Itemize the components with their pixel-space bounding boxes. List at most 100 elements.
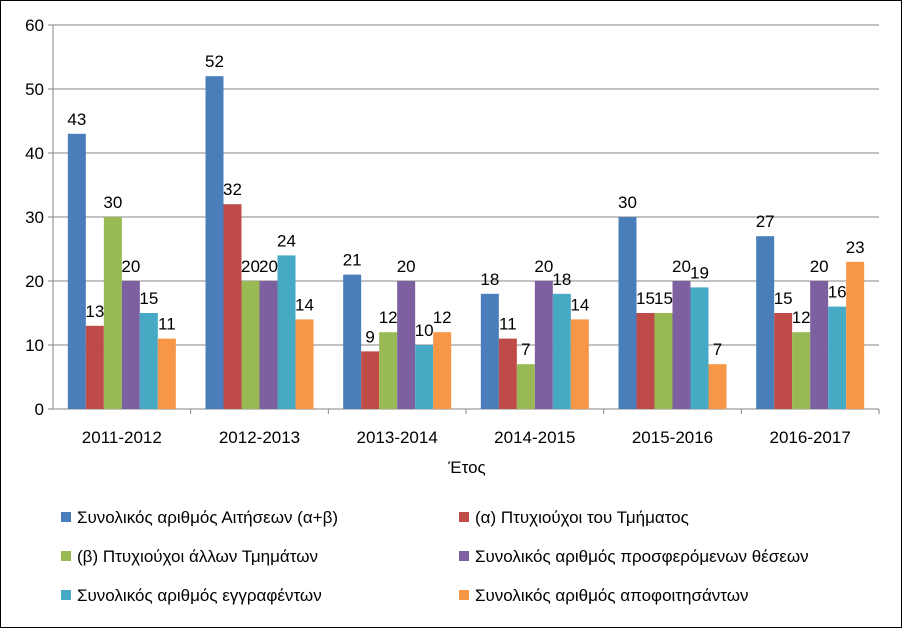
data-label: 32 [223, 180, 242, 199]
y-tick-label: 0 [35, 400, 44, 419]
legend-entry: (β) Πτυχιούχοι άλλων Τμημάτων [77, 547, 318, 566]
bar [433, 332, 452, 409]
data-label: 20 [241, 257, 260, 276]
data-label: 18 [552, 270, 571, 289]
axes [48, 24, 880, 414]
data-label: 10 [415, 321, 434, 340]
bar [157, 338, 176, 409]
bar [223, 204, 242, 409]
x-axis-label: Έτος [447, 458, 485, 477]
bar [690, 287, 709, 409]
bar [259, 281, 278, 409]
bar [516, 364, 535, 409]
data-label: 9 [365, 327, 374, 346]
bar [205, 76, 224, 409]
bar [397, 281, 416, 409]
data-label: 20 [121, 257, 140, 276]
bar [498, 338, 517, 409]
data-label: 30 [103, 193, 122, 212]
legend-swatch [61, 551, 71, 561]
legend-swatch [61, 512, 71, 522]
data-label: 20 [397, 257, 416, 276]
bar [636, 313, 655, 409]
y-tick-label: 60 [25, 16, 44, 35]
bar [139, 313, 158, 409]
data-label: 13 [85, 302, 104, 321]
bar [379, 332, 398, 409]
data-label: 23 [846, 238, 865, 257]
bar [534, 281, 553, 409]
bar [103, 217, 122, 409]
bar [708, 364, 727, 409]
legend-swatch [459, 512, 469, 522]
legend-entry: Συνολικός αριθμός αποφοιτησάντων [475, 586, 749, 605]
data-label: 52 [205, 52, 224, 71]
data-label: 15 [774, 289, 793, 308]
data-label: 27 [756, 212, 775, 231]
y-tick-label: 50 [25, 80, 44, 99]
bar [415, 345, 434, 409]
data-label: 43 [67, 110, 86, 129]
data-label: 7 [521, 340, 530, 359]
x-tick-labels: 2011-2012 2012-2013 2013-2014 2014-2015 2015… [82, 428, 851, 447]
bar [277, 255, 296, 409]
bar [552, 293, 571, 409]
data-label: 7 [713, 340, 722, 359]
bar [792, 332, 811, 409]
data-label: 20 [534, 257, 553, 276]
y-tick-label: 40 [25, 144, 44, 163]
bar [654, 313, 673, 409]
legend-entry: Συνολικός αριθμός Αιτήσεων (α+β) [77, 508, 338, 527]
data-label: 20 [672, 257, 691, 276]
data-label: 30 [618, 193, 637, 212]
data-label: 15 [139, 289, 158, 308]
x-tick-label: 2016-2017 [770, 428, 851, 447]
bar [480, 293, 499, 409]
y-tick-label: 10 [25, 336, 44, 355]
data-label: 15 [636, 289, 655, 308]
data-label: 12 [792, 308, 811, 327]
data-label: 11 [158, 315, 176, 334]
data-label: 14 [570, 295, 589, 314]
data-label: 12 [433, 308, 452, 327]
bar [570, 319, 589, 409]
data-label: 16 [828, 283, 847, 302]
bar [774, 313, 793, 409]
x-tick-label: 2015-2016 [632, 428, 713, 447]
bar [121, 281, 140, 409]
bar [361, 351, 380, 409]
data-label: 12 [379, 308, 398, 327]
data-label: 19 [690, 263, 709, 282]
data-label: 24 [277, 231, 296, 250]
bar [241, 281, 260, 409]
legend-swatch [459, 551, 469, 561]
data-label: 14 [295, 295, 314, 314]
data-label: 20 [259, 257, 278, 276]
bar [343, 274, 362, 409]
grid-lines [53, 24, 879, 346]
y-tick-label: 20 [25, 272, 44, 291]
x-tick-label: 2014-2015 [494, 428, 575, 447]
legend: Συνολικός αριθμός Αιτήσεων (α+β) (α) Πτυχ… [61, 508, 809, 605]
bar [618, 217, 637, 409]
bar [756, 236, 775, 409]
legend-entry: Συνολικός αριθμός προσφερόμενων θέσεων [475, 547, 809, 566]
legend-swatch [459, 590, 469, 600]
bar [672, 281, 691, 409]
bar [295, 319, 314, 409]
data-label: 11 [499, 315, 517, 334]
data-label: 21 [343, 251, 362, 270]
x-tick-label: 2011-2012 [82, 428, 162, 447]
y-tick-label: 30 [25, 208, 44, 227]
legend-swatch [61, 590, 71, 600]
data-label: 15 [654, 289, 673, 308]
legend-entry: Συνολικός αριθμός εγγραφέντων [77, 586, 322, 605]
bar [810, 281, 829, 409]
bar [846, 261, 865, 409]
y-tick-labels: 0 10 20 30 40 50 60 [25, 16, 44, 419]
x-tick-label: 2013-2014 [357, 428, 438, 447]
data-label: 20 [810, 257, 829, 276]
bars [67, 76, 865, 410]
